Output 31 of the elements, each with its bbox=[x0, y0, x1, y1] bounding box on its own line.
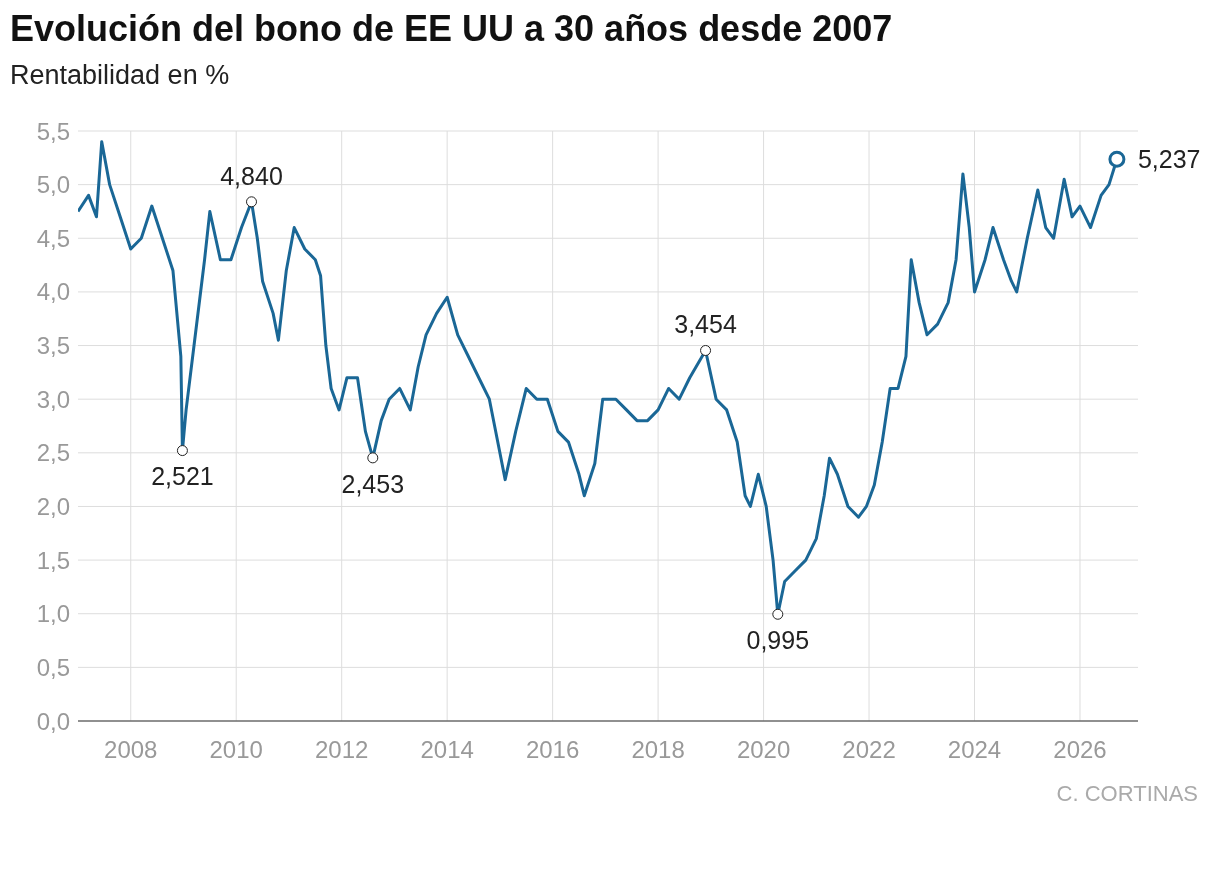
text: C. CORTINAS bbox=[1055, 781, 1198, 807]
annotation: 2,453 bbox=[341, 469, 405, 498]
annotation: 4,840 bbox=[220, 161, 283, 190]
y-tick-label: 0,0 bbox=[36, 707, 70, 735]
y-tick-label: 3,0 bbox=[36, 385, 70, 413]
annotation: 2,521 bbox=[151, 462, 214, 491]
x-tick-label: 2008 bbox=[104, 736, 158, 764]
chart-subtitle: Rentabilidad en % bbox=[10, 60, 231, 91]
x-tick-label: 2014 bbox=[420, 736, 474, 764]
x-tick-label: 2020 bbox=[736, 736, 791, 764]
chart-title: Evolución del bono de EE UU a 30 años desde 2007 bbox=[10, 8, 894, 50]
annotation: 3,454 bbox=[674, 310, 737, 339]
y-tick-label: 5,5 bbox=[36, 117, 70, 145]
y-tick-label: 2,0 bbox=[36, 492, 70, 520]
annotation: 5,237 bbox=[1137, 145, 1201, 174]
x-tick-label: 2012 bbox=[314, 736, 369, 764]
annotation: 0,995 bbox=[746, 626, 810, 655]
x-tick-label: 2024 bbox=[947, 736, 1002, 764]
x-tick-label: 2018 bbox=[631, 736, 685, 764]
x-tick-label: 2016 bbox=[525, 736, 580, 764]
x-tick-label: 2022 bbox=[842, 736, 896, 764]
x-tick-label: 2026 bbox=[1053, 736, 1107, 764]
y-tick-label: 0,5 bbox=[36, 653, 70, 681]
y-tick-label: 1,0 bbox=[36, 600, 70, 628]
y-tick-label: 5,0 bbox=[36, 171, 70, 199]
y-tick-label: 1,5 bbox=[36, 546, 70, 574]
y-tick-label: 4,0 bbox=[36, 278, 70, 306]
x-tick-label: 2010 bbox=[209, 736, 263, 764]
y-tick-label: 3,5 bbox=[36, 332, 70, 360]
y-tick-label: 2,5 bbox=[36, 439, 70, 467]
y-tick-label: 4,5 bbox=[36, 224, 70, 252]
